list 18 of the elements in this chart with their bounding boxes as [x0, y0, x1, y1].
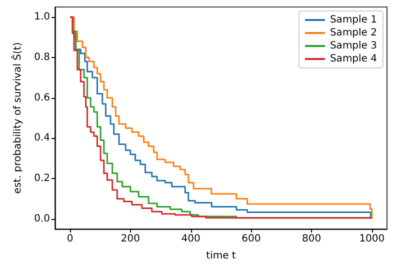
- x-tick-label: 1000: [359, 234, 385, 244]
- legend-label: Sample 2: [330, 28, 378, 38]
- y-tick-label: 0.6: [34, 92, 50, 104]
- legend-label: Sample 4: [330, 54, 378, 64]
- x-tick-label: 0: [66, 234, 74, 244]
- x-tick-label: 800: [302, 234, 322, 244]
- x-tick-label: 600: [242, 234, 261, 244]
- y-tick-label: 0.8: [34, 52, 50, 63]
- legend-label: Sample 1: [330, 14, 378, 26]
- x-tick-label: 200: [120, 234, 140, 244]
- y-tick-label: 0.4: [34, 132, 50, 144]
- x-tick-label: 400: [181, 234, 200, 244]
- legend-label: Sample 3: [330, 40, 378, 52]
- y-tick-label: 0.0: [34, 213, 50, 224]
- y-tick-label: 1.0: [34, 12, 50, 23]
- x-axis-title: time t: [206, 250, 236, 262]
- y-axis-title: est. probability of survival Ŝ(t): [10, 42, 24, 194]
- y-tick-label: 0.2: [34, 173, 50, 184]
